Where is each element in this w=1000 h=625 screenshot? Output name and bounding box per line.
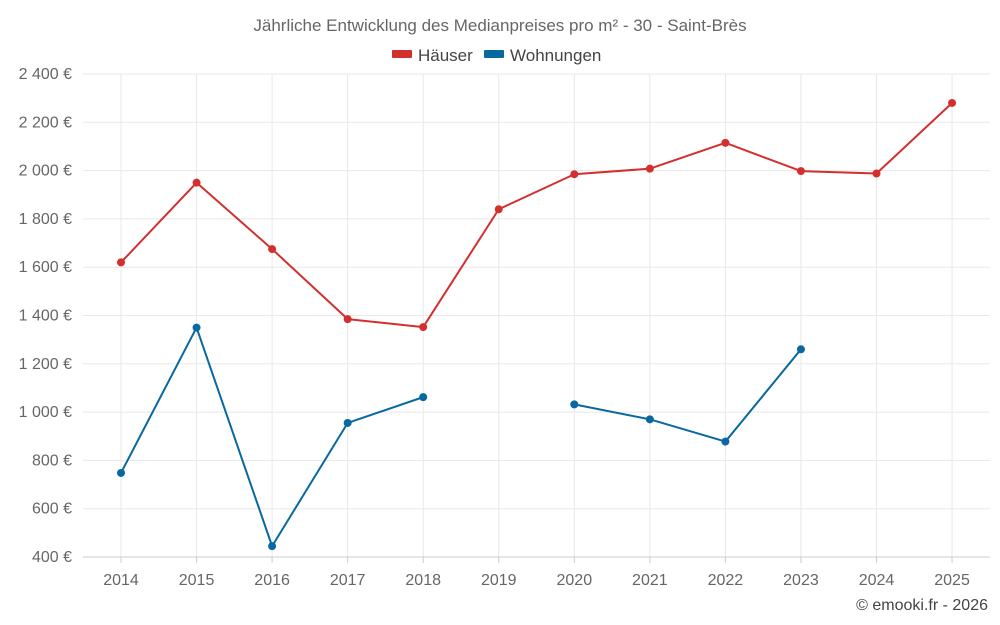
x-tick-label: 2025	[934, 572, 970, 589]
data-point[interactable]	[721, 138, 730, 147]
y-tick-label: 2 200 €	[19, 114, 72, 131]
x-tick-label: 2020	[557, 572, 593, 589]
x-axis: 2014 2015 2016 2017 2018 2019 2020 2021 2022 2023…	[83, 556, 990, 589]
data-point[interactable]	[721, 437, 730, 446]
legend-label-houses: Häuser	[418, 46, 473, 65]
data-point[interactable]	[117, 468, 125, 477]
data-point[interactable]	[570, 400, 579, 409]
series	[117, 98, 957, 551]
data-point[interactable]	[117, 258, 125, 267]
data-point[interactable]	[796, 167, 805, 176]
credit-text: © emooki.fr - 2026	[856, 597, 988, 614]
legend-swatch-apartments	[484, 50, 504, 58]
y-tick-label: 2 400 €	[19, 66, 72, 83]
x-tick-label: 2024	[859, 572, 895, 589]
series-line-segment	[573, 348, 802, 443]
data-point[interactable]	[268, 245, 277, 254]
y-tick-label: 1 000 €	[19, 404, 72, 421]
series-line-segment	[120, 101, 954, 329]
data-point[interactable]	[645, 415, 654, 424]
x-tick-label: 2018	[405, 572, 441, 589]
data-point[interactable]	[343, 418, 352, 427]
y-tick-label: 600 €	[32, 501, 72, 518]
x-tick-label: 2019	[481, 572, 517, 589]
data-point[interactable]	[192, 178, 201, 187]
x-tick-label: 2023	[783, 572, 819, 589]
data-point[interactable]	[494, 205, 503, 214]
data-point[interactable]	[268, 542, 277, 551]
x-tick-label: 2017	[330, 572, 366, 589]
data-point[interactable]	[796, 345, 805, 354]
data-point[interactable]	[872, 169, 881, 178]
y-tick-label: 1 600 €	[19, 259, 72, 276]
x-tick-label: 2021	[632, 572, 668, 589]
y-axis: 400 € 600 € 800 € 1 000 € 1 200 € 1 400 € 1 60…	[19, 66, 72, 566]
y-tick-label: 2 000 €	[19, 163, 72, 180]
legend-label-apartments: Wohnungen	[510, 46, 601, 65]
data-point[interactable]	[645, 164, 654, 173]
legend-item-houses[interactable]: Häuser	[392, 46, 473, 65]
x-tick-label: 2014	[103, 572, 139, 589]
data-point[interactable]	[419, 323, 428, 332]
x-tick-label: 2016	[254, 572, 290, 589]
series-apartments	[117, 323, 805, 551]
y-tick-label: 400 €	[32, 549, 72, 566]
chart-title: Jährliche Entwicklung des Medianpreises …	[253, 16, 746, 35]
legend-item-apartments[interactable]: Wohnungen	[484, 46, 601, 65]
x-tick-label: 2015	[179, 572, 215, 589]
data-point[interactable]	[192, 323, 201, 332]
data-point[interactable]	[419, 393, 428, 402]
x-tick-label: 2022	[708, 572, 744, 589]
legend-swatch-houses	[392, 50, 412, 58]
data-point[interactable]	[343, 315, 352, 324]
y-tick-label: 1 800 €	[19, 211, 72, 228]
y-tick-label: 1 400 €	[19, 308, 72, 325]
y-tick-label: 1 200 €	[19, 356, 72, 373]
grid	[83, 73, 990, 558]
series-houses	[117, 98, 957, 332]
y-tick-label: 800 €	[32, 452, 72, 469]
data-point[interactable]	[948, 98, 957, 107]
data-point[interactable]	[570, 170, 579, 179]
legend: Häuser Wohnungen	[392, 46, 601, 65]
